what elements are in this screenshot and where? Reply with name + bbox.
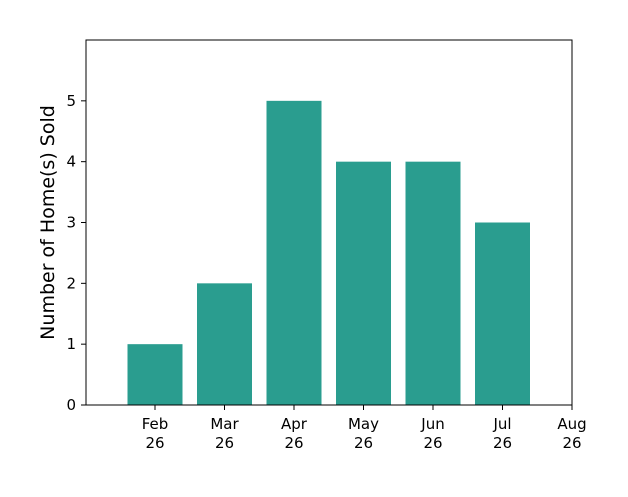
- x-tick-label: Aug 26: [557, 415, 586, 452]
- bar-mar-26: [197, 283, 252, 405]
- bar-may-26: [336, 161, 391, 405]
- bar-jun-26: [405, 161, 461, 405]
- y-tick-label: 5: [66, 92, 76, 110]
- y-tick-label: 0: [66, 396, 76, 414]
- x-tick-label: Mar 26: [210, 415, 239, 452]
- y-tick-label: 4: [66, 153, 76, 171]
- y-axis-ticks: 0 1 2 3 4 5: [66, 92, 86, 414]
- x-tick-label: Feb 26: [142, 415, 169, 452]
- bar-jul-26: [475, 222, 530, 405]
- x-tick-label: May 26: [348, 415, 379, 452]
- bar-feb-26: [127, 344, 183, 405]
- x-tick-label: Apr 26: [281, 415, 308, 452]
- y-tick-label: 2: [66, 274, 76, 292]
- x-tick-label: Jun 26: [420, 415, 444, 452]
- bars-group: [127, 100, 530, 405]
- plot-frame: [85, 39, 573, 406]
- y-tick-label: 3: [66, 214, 76, 232]
- bar-apr-26: [266, 100, 322, 405]
- y-axis-label: Number of Home(s) Sold: [37, 105, 59, 340]
- x-tick-label: Jul 26: [492, 415, 512, 452]
- x-axis-ticks: Feb 26 Mar 26 Apr 26 May 26 Jun 26 Jul 26 Aug 26: [142, 405, 587, 452]
- y-tick-label: 1: [66, 335, 76, 353]
